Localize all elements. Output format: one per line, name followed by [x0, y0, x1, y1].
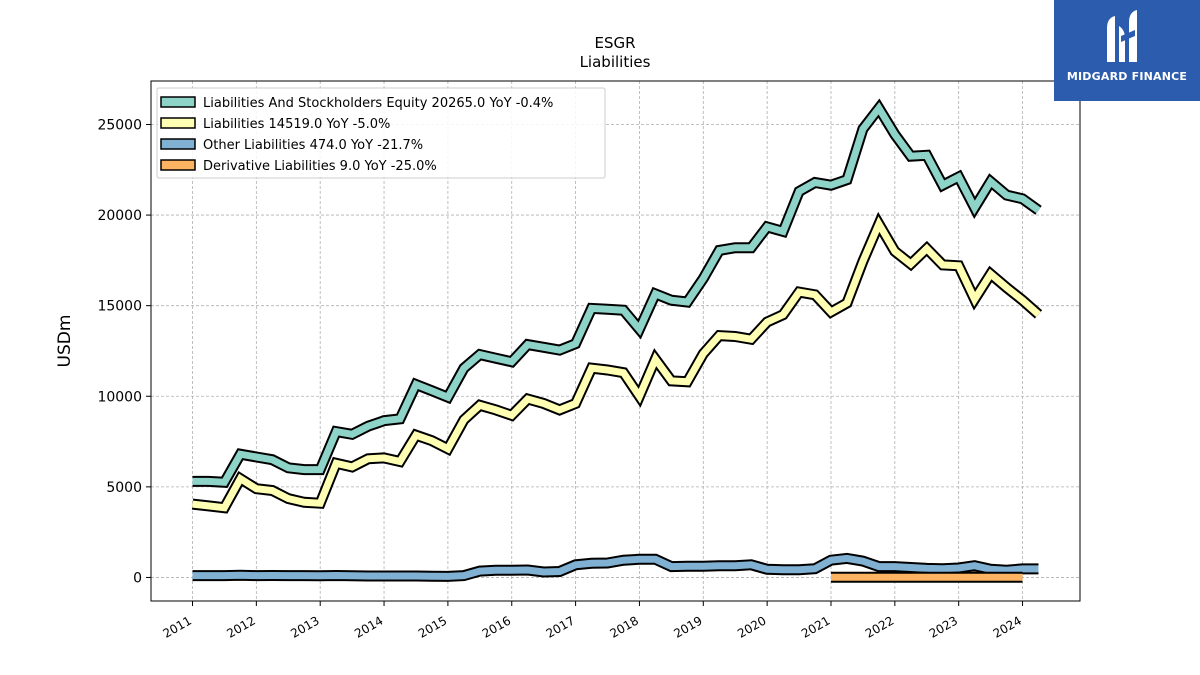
legend-item: Liabilities 14519.0 YoY -5.0%: [160, 117, 390, 132]
legend-swatch: [160, 138, 196, 150]
series-line: [192, 102, 1041, 486]
midgard-finance-logo: MIDGARD FINANCE: [1054, 0, 1200, 101]
logo-mark-icon: [1107, 10, 1137, 62]
y-tick-label: 25000: [97, 117, 142, 133]
series-1: [191, 211, 1043, 514]
plot-frame: [150, 80, 1081, 602]
x-tick-label: 2024: [991, 613, 1024, 640]
series-2: [192, 552, 1039, 582]
x-tick-label: 2014: [352, 613, 385, 640]
series-layer: [191, 98, 1043, 583]
x-tick-label: 2015: [416, 613, 449, 640]
legend-label: Other Liabilities 474.0 YoY -21.7%: [203, 138, 423, 153]
legend-swatch: [160, 159, 196, 171]
y-tick-label: 15000: [97, 299, 142, 315]
legend-box: [156, 87, 606, 179]
x-tick-label: 2018: [607, 613, 640, 640]
y-tick-label: 5000: [106, 480, 142, 496]
legend-item: Liabilities And Stockholders Equity 2026…: [160, 96, 553, 111]
series-0: [192, 98, 1042, 488]
legend-item: Derivative Liabilities 9.0 YoY -25.0%: [160, 159, 437, 174]
x-tick-label: 2022: [863, 613, 896, 640]
x-tick-label: 2020: [735, 613, 768, 640]
series-line: [192, 554, 1039, 580]
y-tick-label: 0: [133, 570, 142, 586]
legend-swatch: [160, 96, 196, 108]
legend-label: Liabilities 14519.0 YoY -5.0%: [203, 117, 390, 132]
legend-label: Derivative Liabilities 9.0 YoY -25.0%: [203, 159, 437, 174]
y-axis-label: USDm: [55, 315, 75, 368]
legend-label: Liabilities And Stockholders Equity 2026…: [203, 96, 553, 111]
x-tick-label: 2023: [927, 613, 960, 640]
chart-title: ESGR: [594, 34, 635, 52]
legend-item: Other Liabilities 474.0 YoY -21.7%: [160, 138, 423, 153]
x-tick-label: 2012: [224, 613, 257, 640]
y-tick-label: 10000: [97, 389, 142, 405]
series-line: [192, 216, 1041, 512]
x-tick-label: 2021: [799, 613, 832, 640]
logo-text: MIDGARD FINANCE: [1066, 70, 1188, 83]
x-tick-label: 2017: [544, 613, 577, 640]
legend-swatch: [160, 117, 196, 129]
legend: Liabilities And Stockholders Equity 2026…: [156, 87, 606, 179]
x-tick-label: 2016: [480, 613, 513, 640]
x-tick-label: 2011: [161, 613, 194, 640]
x-tick-label: 2019: [671, 613, 704, 640]
chart-subtitle: Liabilities: [580, 53, 651, 71]
y-tick-label: 20000: [97, 208, 142, 224]
x-tick-label: 2013: [288, 613, 321, 640]
